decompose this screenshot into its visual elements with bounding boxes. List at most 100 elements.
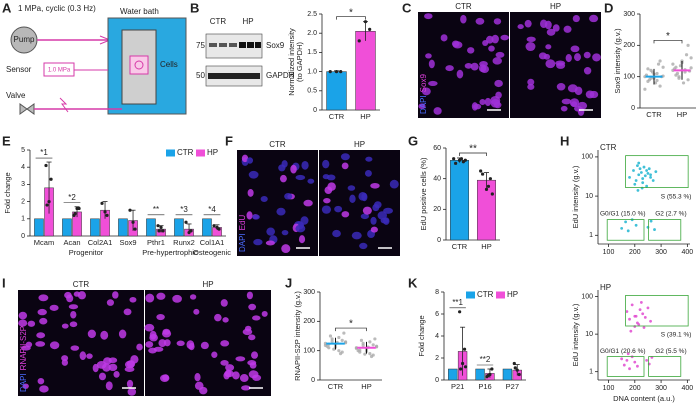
nucleus <box>479 98 486 106</box>
data-point <box>678 64 683 68</box>
y-tick-label: 0.5 <box>307 88 317 95</box>
nucleus <box>37 308 47 316</box>
sensor-reading: 1.0 MPa <box>48 68 71 74</box>
data-point <box>337 335 341 340</box>
nucleus <box>440 34 448 42</box>
nucleus <box>425 53 432 59</box>
nucleus <box>433 107 442 115</box>
nucleus <box>265 240 275 246</box>
nucleus <box>488 45 495 52</box>
nucleus <box>527 78 535 86</box>
data-point <box>454 161 458 165</box>
y-tick-label: 2.0 <box>307 30 317 37</box>
data-point <box>361 343 365 347</box>
nucleus <box>583 67 592 75</box>
y-tick-label: 100 <box>303 348 315 355</box>
nucleus <box>69 321 78 328</box>
data-point <box>636 364 639 368</box>
marker: 50 <box>196 71 205 80</box>
signal-icon <box>59 97 69 113</box>
nucleus <box>467 47 475 54</box>
nucleus <box>281 244 291 254</box>
nucleus <box>341 211 350 218</box>
data-point <box>128 208 132 212</box>
data-point <box>622 363 626 367</box>
data-point <box>686 78 690 82</box>
nucleus <box>358 192 367 201</box>
x-tick-label: P21 <box>451 382 464 391</box>
x-tick-label: 200 <box>629 249 641 256</box>
nucleus <box>362 206 372 215</box>
y-axis-label: Fold change <box>417 315 426 356</box>
nucleus <box>124 366 135 372</box>
nucleus <box>105 381 113 391</box>
bar <box>202 218 212 237</box>
nucleus <box>475 17 485 25</box>
significance: *1 <box>40 148 48 157</box>
nucleus <box>70 345 80 351</box>
nucleus <box>565 54 572 63</box>
nucleus <box>149 330 157 340</box>
nucleus <box>260 195 268 203</box>
data-point <box>368 352 372 356</box>
nucleus <box>326 174 336 181</box>
data-point <box>653 81 658 85</box>
x-axis-label: DNA content (a.u.) <box>613 394 675 403</box>
data-point <box>359 338 364 342</box>
significance: ** <box>469 144 477 155</box>
bar <box>502 368 513 381</box>
gate <box>648 219 682 241</box>
nucleus <box>247 360 257 366</box>
nucleus <box>490 96 501 105</box>
legend-label: HP <box>207 148 218 157</box>
nucleus <box>359 242 368 250</box>
nucleus <box>445 65 454 72</box>
data-point <box>641 177 645 180</box>
data-point <box>212 224 216 228</box>
y-tick-label: 2 <box>435 355 439 362</box>
nucleus <box>572 14 580 23</box>
bar <box>62 218 72 237</box>
gate-label: G2 (2.7 %) <box>655 211 686 218</box>
data-point <box>645 184 649 188</box>
gate <box>625 155 689 188</box>
nucleus <box>194 373 201 382</box>
nucleus <box>365 156 373 162</box>
y-tick-label: 1.0 <box>307 68 317 75</box>
gate-label: S (39.1 %) <box>661 332 692 339</box>
nucleus <box>589 14 599 23</box>
nucleus <box>239 374 249 382</box>
western-blot: CTR HP 75 50 Sox9 GAPDH <box>196 17 295 87</box>
nucleus <box>517 24 524 30</box>
data-point <box>363 20 368 24</box>
nucleus <box>526 36 536 43</box>
y-tick-label: 20 <box>433 206 441 213</box>
data-point <box>458 310 462 314</box>
condition: 1 MPa, cyclic (0.3 Hz) <box>18 4 96 13</box>
valve-label: Valve <box>6 91 26 100</box>
nucleus <box>18 311 28 320</box>
nucleus <box>156 313 165 321</box>
nucleus <box>421 87 431 96</box>
x-tick-label: Col1A1 <box>200 238 225 247</box>
data-point <box>479 169 483 173</box>
data-point <box>638 167 642 171</box>
data-point <box>45 203 49 207</box>
nucleus <box>22 383 29 389</box>
x-tick-label: CTR <box>646 110 662 119</box>
y-tick-label: 0 <box>435 377 439 384</box>
data-point <box>655 78 659 83</box>
nucleus <box>281 230 289 236</box>
significance-bracket <box>336 16 366 20</box>
group-label: Osteogenic <box>193 248 231 257</box>
nucleus <box>251 351 259 359</box>
data-point <box>342 331 346 335</box>
nucleus <box>347 185 356 191</box>
legend-label: CTR <box>477 290 494 299</box>
nucleus <box>493 18 502 25</box>
nucleus <box>39 317 48 325</box>
panel-label: H <box>560 133 569 148</box>
y-tick-label: 100 <box>581 293 593 300</box>
nucleus <box>323 197 331 204</box>
data-point <box>371 353 375 357</box>
